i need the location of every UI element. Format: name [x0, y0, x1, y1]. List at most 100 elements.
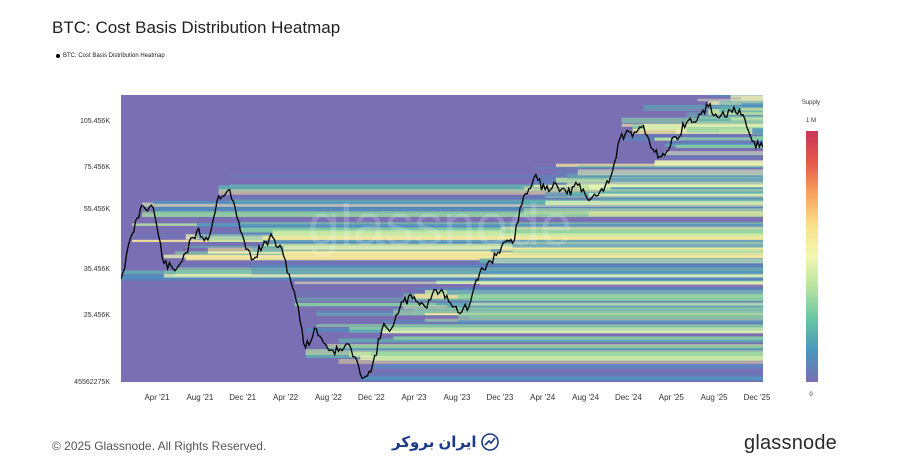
heatmap-band [382, 327, 763, 334]
heatmap-band [229, 174, 763, 178]
chart-legend[interactable]: BTC: Cost Basis Distribution Heatmap [56, 53, 165, 59]
heatmap-band [425, 318, 763, 322]
heatmap-band [643, 105, 763, 112]
legend-label: BTC: Cost Basis Distribution Heatmap [63, 53, 165, 59]
heatmap-band [610, 177, 763, 182]
heatmap-band [338, 359, 763, 364]
heatmap-band [610, 187, 763, 190]
heatmap-band [393, 310, 763, 315]
heatmap-band [153, 207, 763, 211]
heatmap-band [588, 211, 763, 217]
heatmap-bands [121, 95, 765, 381]
colorbar-label: Supply [802, 100, 820, 106]
heatmap-band [588, 193, 763, 197]
heatmap-band [371, 351, 763, 357]
heatmap-band [316, 324, 763, 327]
heatmap-band [654, 152, 763, 156]
heatmap-band [338, 344, 763, 348]
partner-logo[interactable]: ایران بروکر [392, 433, 499, 451]
heatmap-band [686, 121, 763, 125]
x-tick-label: Aug '22 [315, 393, 342, 402]
chart-title: BTC: Cost Basis Distribution Heatmap [52, 18, 341, 37]
heatmap-band [567, 182, 763, 186]
x-tick-label: Aug '23 [444, 393, 471, 402]
heatmap-band [327, 348, 763, 351]
heatmap-band [664, 155, 763, 159]
heatmap-band [316, 310, 763, 316]
heatmap-band [218, 189, 763, 195]
heatmap-band [654, 160, 763, 166]
heatmap-band [675, 138, 763, 141]
watermark: glassnode [308, 193, 572, 258]
heatmap-band [577, 169, 763, 176]
heatmap-band [393, 336, 763, 340]
x-tick-label: Apr '25 [659, 393, 685, 402]
heatmap-band [763, 133, 765, 135]
heatmap-band [501, 226, 763, 232]
heatmap-band [479, 281, 763, 286]
heatmap-band [490, 258, 763, 264]
heatmap-band [599, 191, 763, 194]
x-tick-label: Dec '21 [229, 393, 256, 402]
heatmap-band [523, 208, 763, 215]
heatmap-band [185, 255, 763, 261]
x-tick-label: Aug '24 [572, 393, 599, 402]
y-tick-label: 55.456K [84, 206, 110, 213]
heatmap-band [469, 315, 763, 320]
heatmap-band [599, 198, 763, 202]
heatmap-band [175, 267, 763, 273]
heatmap-band [643, 105, 763, 108]
chart-growth-icon [480, 433, 499, 451]
y-axis: 105.456K 75.456K 55.456K 35.456K 25.456K 4556… [74, 118, 110, 386]
x-axis: Apr '21 Aug '21 Dec '21 Apr '22 Aug '22 Dec '… [144, 393, 771, 402]
heatmap-band [697, 98, 763, 102]
y-tick-label: 105.456K [80, 118, 110, 125]
heatmap-band [567, 173, 763, 180]
heatmap-band [371, 355, 763, 361]
y-tick-label: 35.456K [84, 266, 110, 273]
heatmap-band [741, 103, 763, 108]
legend-dot-icon [56, 54, 60, 58]
y-tick-label: 25.456K [84, 312, 110, 319]
heatmap-band [414, 287, 763, 290]
heatmap-band [360, 374, 763, 378]
heatmap-band [175, 273, 763, 277]
x-tick-label: Aug '21 [186, 393, 213, 402]
heatmap-band [414, 309, 763, 314]
brand-logo[interactable]: glassnode [744, 432, 837, 454]
heatmap-band [153, 211, 763, 217]
heatmap-band [382, 325, 763, 331]
heatmap-band [730, 95, 763, 98]
heatmap-band [643, 123, 763, 130]
heatmap-band [218, 202, 763, 205]
heatmap-band [621, 117, 763, 124]
heatmap-band [577, 165, 763, 168]
partner-logo-text: ایران بروکر [392, 434, 477, 451]
heatmap-band [457, 320, 763, 324]
x-tick-label: Aug '25 [701, 393, 728, 402]
heatmap-band [338, 338, 763, 343]
heatmap-band [512, 249, 763, 255]
heatmap-band [251, 265, 763, 269]
heatmap-band [218, 196, 763, 199]
heatmap-band [719, 100, 763, 106]
colorbar-max-label: 1 M [806, 118, 816, 124]
heatmap-band [763, 127, 765, 130]
x-tick-label: Dec '22 [358, 393, 385, 402]
x-tick-label: Apr '22 [273, 393, 299, 402]
heatmap-band [664, 151, 763, 156]
x-tick-label: Dec '24 [615, 393, 642, 402]
colorbar-min-label: 0 [809, 392, 813, 398]
heatmap-band [218, 185, 763, 191]
heatmap-band [741, 107, 763, 111]
heatmap-band [163, 263, 763, 267]
heatmap-band [469, 297, 763, 302]
x-tick-label: Apr '24 [530, 393, 556, 402]
heatmap-band [240, 221, 763, 225]
heatmap-band [371, 364, 763, 369]
heatmap-band [446, 289, 763, 295]
colorbar-gradient [806, 131, 818, 382]
heatmap-band [512, 241, 763, 245]
heatmap-band [697, 116, 763, 122]
